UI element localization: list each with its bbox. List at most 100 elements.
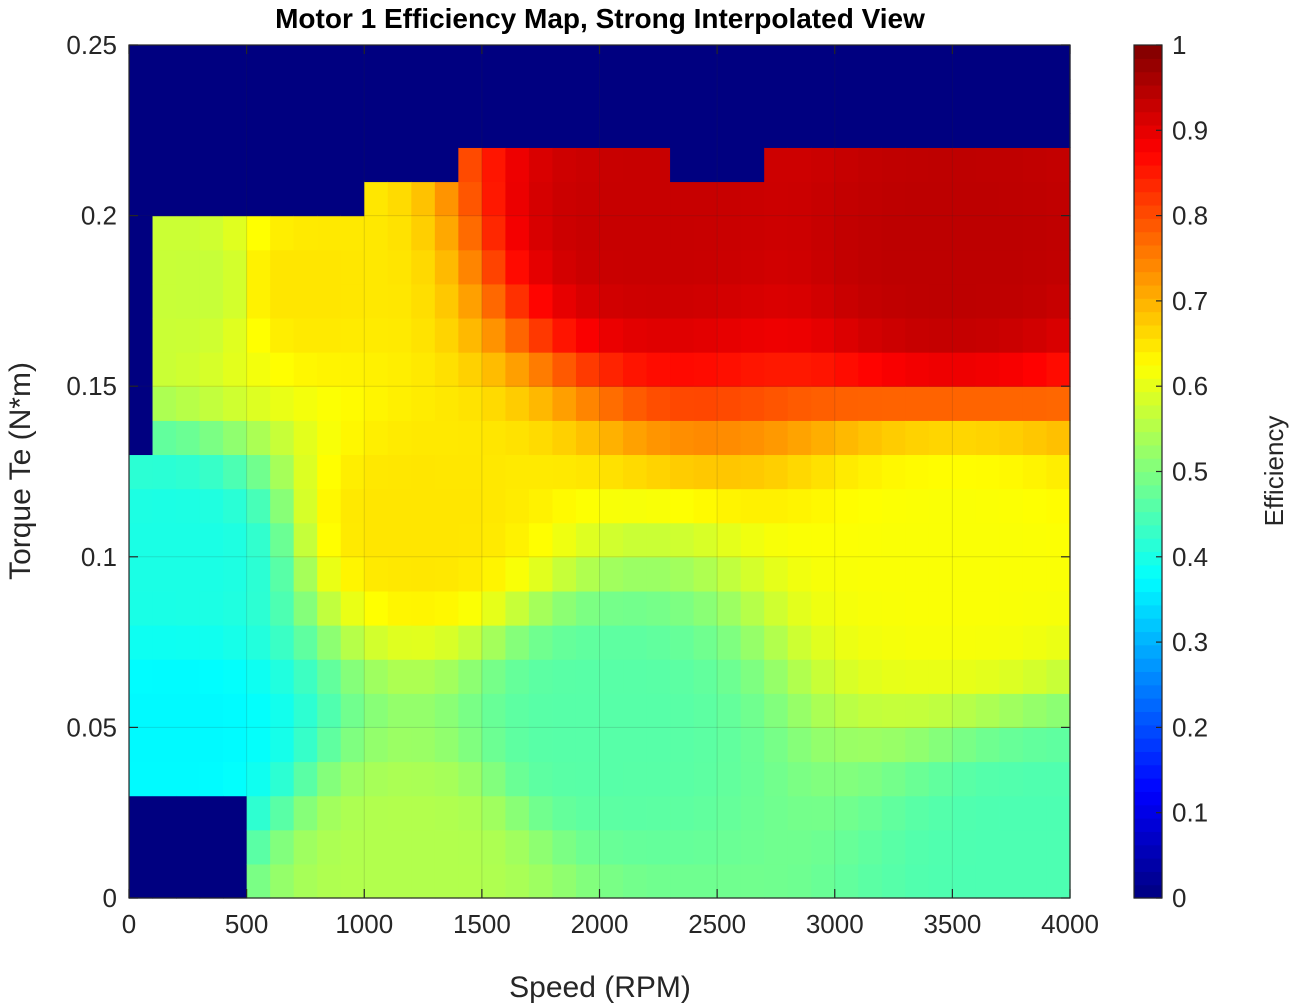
heatmap-cell: [458, 215, 483, 251]
heatmap-cell: [693, 45, 718, 80]
heatmap-cell: [717, 556, 742, 592]
heatmap-cell: [999, 556, 1024, 592]
heatmap-cell: [764, 352, 789, 387]
heatmap-cell: [928, 147, 953, 183]
x-tick-label: 4000: [1041, 909, 1099, 939]
heatmap-cell: [740, 761, 765, 797]
heatmap-cell: [505, 386, 530, 421]
heatmap-cell: [646, 181, 671, 217]
heatmap-cell: [340, 283, 365, 319]
heatmap-cell: [199, 727, 224, 763]
heatmap-cell: [387, 113, 412, 148]
heatmap-cell: [952, 795, 977, 831]
heatmap-cell: [129, 386, 154, 421]
heatmap-cell: [717, 181, 742, 217]
heatmap-cell: [1046, 727, 1071, 763]
heatmap-cell: [858, 79, 883, 114]
heatmap-cell: [717, 625, 742, 660]
heatmap-cell: [811, 147, 836, 183]
heatmap-cell: [881, 590, 906, 626]
heatmap-cell: [246, 488, 271, 524]
heatmap-cell: [411, 625, 436, 660]
heatmap-cell: [717, 795, 742, 831]
heatmap-cell: [458, 420, 483, 456]
heatmap-cell: [270, 181, 295, 217]
heatmap-cell: [787, 488, 812, 524]
heatmap-cell: [481, 727, 507, 763]
heatmap-cell: [481, 590, 507, 626]
heatmap-cell: [528, 249, 554, 285]
heatmap-cell: [952, 283, 977, 319]
heatmap-cell: [881, 352, 906, 387]
heatmap-cell: [434, 113, 459, 148]
heatmap-cell: [411, 863, 436, 899]
colorbar-segment: [1134, 511, 1162, 526]
heatmap-cell: [881, 727, 906, 763]
heatmap-cell: [623, 863, 648, 899]
heatmap-cell: [317, 215, 342, 251]
heatmap-cell: [717, 761, 742, 797]
heatmap-cell: [129, 113, 154, 148]
heatmap-cell: [599, 590, 624, 626]
heatmap-cell: [176, 556, 201, 592]
heatmap-cell: [505, 625, 530, 660]
heatmap-cell: [1046, 488, 1071, 524]
heatmap-cell: [129, 488, 154, 524]
heatmap-cell: [834, 659, 859, 694]
heatmap-cell: [434, 147, 459, 183]
heatmap-cell: [552, 863, 577, 899]
heatmap-cell: [999, 522, 1024, 558]
heatmap-cell: [693, 659, 718, 694]
heatmap-cell: [834, 147, 859, 183]
heatmap-cell: [317, 317, 342, 353]
heatmap-cell: [834, 693, 859, 728]
y-tick-label: 0.05: [66, 712, 117, 742]
heatmap-cell: [458, 113, 483, 148]
heatmap-cell: [1022, 249, 1048, 285]
heatmap-cell: [764, 113, 789, 148]
heatmap-cell: [246, 625, 271, 660]
heatmap-cell: [881, 113, 906, 148]
heatmap-cell: [1022, 181, 1048, 217]
heatmap-cell: [646, 283, 671, 319]
heatmap-cell: [223, 829, 248, 865]
heatmap-cell: [293, 625, 318, 660]
heatmap-cell: [670, 625, 695, 660]
heatmap-cell: [199, 829, 224, 865]
heatmap-cell: [834, 317, 859, 353]
heatmap-cell: [552, 386, 577, 421]
heatmap-cell: [999, 79, 1024, 114]
heatmap-cell: [364, 317, 389, 353]
heatmap-cell: [129, 352, 154, 387]
heatmap-cell: [293, 488, 318, 524]
heatmap-cell: [575, 454, 601, 490]
heatmap-cell: [670, 863, 695, 899]
heatmap-cell: [646, 147, 671, 183]
heatmap-cell: [740, 215, 765, 251]
heatmap-cell: [481, 215, 507, 251]
heatmap-cell: [975, 659, 1001, 694]
heatmap-cell: [717, 283, 742, 319]
heatmap-cell: [246, 454, 271, 490]
heatmap-cell: [270, 317, 295, 353]
heatmap-cell: [552, 317, 577, 353]
heatmap-cell: [528, 590, 554, 626]
heatmap-cell: [129, 590, 154, 626]
heatmap-cell: [246, 556, 271, 592]
heatmap-cell: [176, 863, 201, 899]
heatmap-cell: [670, 761, 695, 797]
heatmap-cell: [223, 488, 248, 524]
heatmap-cell: [740, 659, 765, 694]
heatmap-cell: [364, 693, 389, 728]
heatmap-cell: [129, 863, 154, 899]
heatmap-cell: [199, 556, 224, 592]
heatmap-cell: [387, 420, 412, 456]
heatmap-cell: [811, 488, 836, 524]
heatmap-cell: [623, 283, 648, 319]
heatmap-cell: [1022, 863, 1048, 899]
heatmap-cell: [693, 386, 718, 421]
heatmap-cell: [340, 181, 365, 217]
heatmap-cell: [387, 522, 412, 558]
heatmap-cell: [528, 693, 554, 728]
heatmap-cell: [599, 147, 624, 183]
